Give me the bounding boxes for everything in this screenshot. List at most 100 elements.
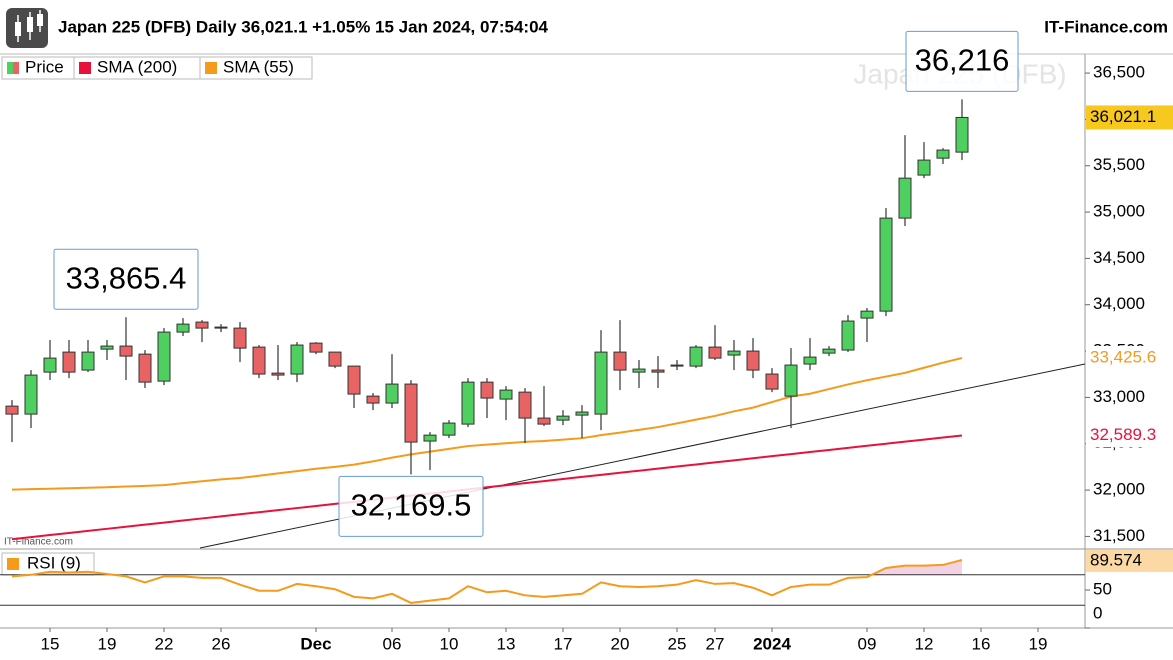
candle-body <box>461 381 475 425</box>
candle-body <box>43 357 57 373</box>
candle-body <box>499 389 513 400</box>
rsi-tick-label: 50 <box>1093 579 1112 598</box>
legend: Price SMA (200) SMA (55) RSI (9) <box>1 56 313 576</box>
legend-label: Price <box>25 57 64 76</box>
x-tick-label: 19 <box>98 634 117 653</box>
last-rsi-bg <box>1086 549 1173 572</box>
candle-body <box>822 348 836 354</box>
candle-body <box>271 372 285 376</box>
y-tick-label: 31,500 <box>1093 526 1145 545</box>
rsi-overbought-fill <box>31 559 962 575</box>
annotation-label: 32,169.5 <box>351 488 472 523</box>
last-sma-bg <box>1086 345 1173 370</box>
annotation-box <box>338 475 484 537</box>
candle-body <box>803 356 817 365</box>
candle-body <box>404 383 418 443</box>
x-tick-label: 06 <box>383 634 402 653</box>
x-tick-label: 26 <box>212 634 231 653</box>
candle-body <box>195 321 209 329</box>
x-tick-label: 25 <box>668 634 687 653</box>
candle-body <box>936 149 950 159</box>
candle-body <box>879 217 893 312</box>
candle-body <box>157 331 171 382</box>
candle-body <box>727 350 741 356</box>
candle-body <box>138 353 152 383</box>
y-tick-label: 34,000 <box>1093 294 1145 313</box>
x-tick-label: 27 <box>706 634 725 653</box>
candle-body <box>518 391 532 419</box>
candle-body <box>290 344 304 375</box>
annotation-label: 33,865.4 <box>66 260 187 295</box>
candle-body <box>423 434 437 442</box>
chart-title: Japan 225 (DFB) Daily 36,021.1 +1.05% 15… <box>58 17 549 36</box>
rsi-line <box>11 558 963 604</box>
candle-body <box>100 345 114 350</box>
source: IT-Finance.com <box>1044 17 1168 36</box>
y-tick-label: 35,000 <box>1093 202 1145 221</box>
trend-line <box>199 363 1086 549</box>
x-tick-label: 10 <box>440 634 459 653</box>
candle-body <box>708 346 722 359</box>
x-tick-label: 15 <box>41 634 60 653</box>
x-tick-label: Dec <box>300 634 331 653</box>
rsi-tick-label: 0 <box>1093 603 1102 622</box>
last-sma-label: 32,589.3 <box>1090 425 1156 444</box>
annotation-label: 36,216 <box>915 43 1010 78</box>
annotation-box <box>53 248 199 310</box>
last-price-bg <box>1086 105 1173 130</box>
candle-body <box>252 346 266 375</box>
sma-line <box>11 434 963 541</box>
candle-body <box>556 415 570 421</box>
candle-body <box>347 365 361 395</box>
last-sma-bg <box>1086 423 1173 448</box>
candle-body <box>309 342 323 353</box>
candle-body <box>613 351 627 371</box>
candle-body <box>689 346 703 367</box>
candle-body <box>841 320 855 351</box>
x-tick-label: 19 <box>1029 634 1048 653</box>
candle-body <box>917 159 931 176</box>
legend-label: SMA (200) <box>97 57 177 76</box>
legend-label: RSI (9) <box>27 553 81 572</box>
candle-body <box>632 368 646 373</box>
x-tick-label: 17 <box>554 634 573 653</box>
candle-body <box>670 364 684 367</box>
candle-body <box>765 373 779 390</box>
x-tick-label: 20 <box>611 634 630 653</box>
candle-body <box>119 345 133 357</box>
x-tick-label: 09 <box>858 634 877 653</box>
x-tick-label: 16 <box>972 634 991 653</box>
x-tick-label: 13 <box>497 634 516 653</box>
annotation-box <box>905 30 1019 92</box>
last-rsi-label: 89.574 <box>1090 550 1142 569</box>
rsi-plot <box>0 558 1085 606</box>
candle-body <box>233 327 247 349</box>
candle-body <box>898 177 912 219</box>
x-tick-label: 12 <box>915 634 934 653</box>
app-icon <box>6 8 48 48</box>
candle-body <box>784 364 798 397</box>
candle-body <box>366 395 380 404</box>
candle-body <box>442 422 456 436</box>
credit: IT-Finance.com <box>4 537 73 548</box>
candle-body <box>328 351 342 367</box>
candle-body <box>746 350 760 371</box>
candle-body <box>955 116 969 153</box>
candle-body <box>651 369 665 373</box>
candle-body <box>860 310 874 319</box>
candle-body <box>81 351 95 371</box>
candle-body <box>5 405 19 415</box>
x-tick-label: 2024 <box>753 634 791 653</box>
candle-body <box>480 381 494 399</box>
candle-body <box>214 326 228 329</box>
last-price-label: 36,021.1 <box>1090 107 1156 126</box>
candle-body <box>176 323 190 333</box>
candle-body <box>594 351 608 415</box>
x-tick-label: 22 <box>155 634 174 653</box>
legend-label: SMA (55) <box>223 57 294 76</box>
sma-line <box>11 357 963 491</box>
candle-body <box>24 374 38 415</box>
y-tick-label: 35,500 <box>1093 155 1145 174</box>
y-tick-label: 33,000 <box>1093 387 1145 406</box>
